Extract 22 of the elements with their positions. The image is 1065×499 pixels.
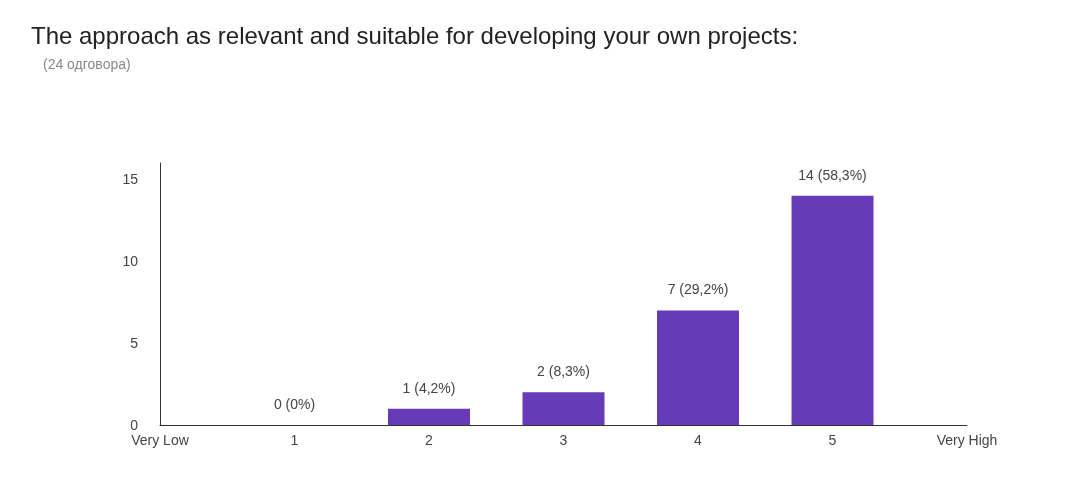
chart-subtitle: (24 одговора) (43, 56, 131, 72)
data-label: 1 (4,2%) (402, 379, 456, 396)
data-label: 0 (0%) (273, 396, 316, 412)
x-tick-label: Very Low (131, 432, 190, 448)
y-tick-label: 15 (122, 171, 139, 188)
bar (791, 195, 874, 425)
data-label: 7 (29,2%) (667, 281, 729, 298)
data-label: 14 (58,3%) (798, 166, 867, 183)
x-tick-label: 5 (828, 432, 837, 448)
y-tick-label: 10 (122, 253, 139, 270)
y-tick-label: 5 (130, 335, 139, 352)
x-tick-label: 2 (425, 432, 434, 448)
bar (657, 310, 739, 425)
data-label: 2 (8,3%) (537, 363, 590, 380)
y-tick-label: 0 (130, 417, 139, 433)
bar (522, 392, 605, 425)
x-tick-label: 4 (694, 432, 703, 448)
x-tick-label: Very High (936, 432, 998, 448)
bar (388, 408, 470, 425)
x-tick-label: 3 (559, 432, 568, 448)
x-tick-label: 1 (290, 432, 299, 448)
chart-title: The approach as relevant and suitable for developing your own projects: (31, 21, 799, 49)
